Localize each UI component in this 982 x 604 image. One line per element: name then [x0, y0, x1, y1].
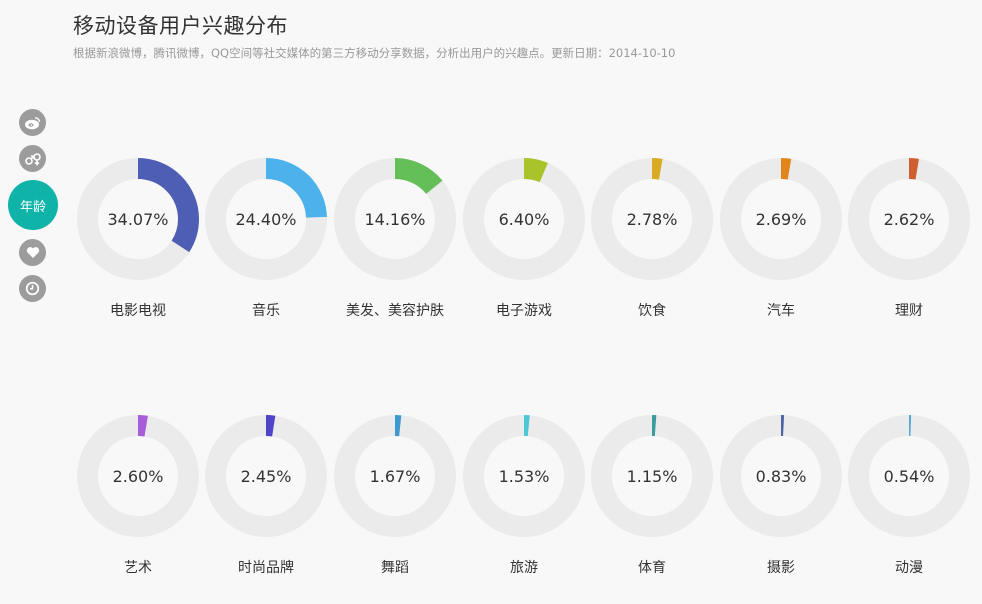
percent-label: 2.69% — [755, 209, 807, 229]
donut-svg — [77, 158, 199, 280]
donut-chart: 0.54% — [847, 414, 971, 538]
donut-svg — [334, 415, 456, 537]
donut-slice[interactable] — [848, 158, 970, 280]
donut-svg — [334, 158, 456, 280]
percent-label: 0.54% — [883, 466, 935, 486]
donut-chart: 1.53% — [462, 414, 586, 538]
donut-svg — [463, 415, 585, 537]
donut-chart: 2.78% — [590, 157, 714, 281]
category-label: 舞蹈 — [381, 560, 409, 576]
category-label: 时尚品牌 — [238, 560, 294, 576]
donut-slice[interactable] — [205, 158, 327, 280]
donut-chart: 6.40% — [462, 157, 586, 281]
page-title: 移动设备用户兴趣分布 — [73, 14, 288, 38]
donut-slice[interactable] — [205, 415, 327, 537]
donut-svg — [591, 158, 713, 280]
donut-slice[interactable] — [720, 158, 842, 280]
sidebar-item-label: 年龄 — [19, 199, 46, 215]
category-label: 旅游 — [510, 560, 538, 576]
percent-label: 6.40% — [498, 209, 550, 229]
clock-icon[interactable] — [19, 275, 46, 302]
percent-label: 34.07% — [107, 209, 169, 229]
donut-slice[interactable] — [334, 415, 456, 537]
donut-slice[interactable] — [848, 415, 970, 537]
category-label: 音乐 — [252, 303, 280, 319]
category-label: 美发、美容护肤 — [346, 303, 444, 319]
gender-icon[interactable] — [19, 145, 46, 172]
category-label: 摄影 — [767, 560, 795, 576]
percent-label: 1.15% — [626, 466, 678, 486]
donut-svg — [720, 415, 842, 537]
donut-slice[interactable] — [77, 415, 199, 537]
donut-svg — [848, 158, 970, 280]
donut-svg — [591, 415, 713, 537]
percent-label: 2.62% — [883, 209, 935, 229]
donut-slice[interactable] — [334, 158, 456, 280]
donut-chart: 34.07% — [76, 157, 200, 281]
page-subtitle: 根据新浪微博，腾讯微博，QQ空间等社交媒体的第三方移动分享数据，分析出用户的兴趣… — [73, 46, 676, 60]
donut-chart: 0.83% — [719, 414, 843, 538]
category-label: 体育 — [638, 560, 666, 576]
percent-label: 1.67% — [369, 466, 421, 486]
category-label: 艺术 — [124, 560, 152, 576]
percent-label: 14.16% — [364, 209, 426, 229]
percent-label: 2.60% — [112, 466, 164, 486]
category-label: 电子游戏 — [496, 303, 552, 319]
donut-svg — [463, 158, 585, 280]
donut-slice[interactable] — [591, 158, 713, 280]
percent-label: 2.78% — [626, 209, 678, 229]
donut-chart: 2.69% — [719, 157, 843, 281]
category-label: 汽车 — [767, 303, 795, 319]
donut-chart: 14.16% — [333, 157, 457, 281]
donut-slice[interactable] — [720, 415, 842, 537]
weibo-icon[interactable] — [19, 109, 46, 136]
category-label: 饮食 — [638, 303, 666, 319]
donut-svg — [205, 415, 327, 537]
category-label: 电影电视 — [110, 303, 166, 319]
donut-chart: 2.60% — [76, 414, 200, 538]
category-label: 理财 — [895, 303, 923, 319]
donut-svg — [77, 415, 199, 537]
donut-chart: 24.40% — [204, 157, 328, 281]
donut-chart: 1.67% — [333, 414, 457, 538]
category-label: 动漫 — [895, 560, 923, 576]
donut-svg — [720, 158, 842, 280]
percent-label: 24.40% — [235, 209, 297, 229]
donut-chart: 1.15% — [590, 414, 714, 538]
donut-slice[interactable] — [463, 415, 585, 537]
donut-svg — [205, 158, 327, 280]
heart-icon[interactable] — [19, 239, 46, 266]
percent-label: 1.53% — [498, 466, 550, 486]
sidebar-item-age[interactable]: 年龄 — [8, 180, 58, 230]
donut-slice[interactable] — [77, 158, 199, 280]
donut-slice[interactable] — [591, 415, 713, 537]
donut-chart: 2.45% — [204, 414, 328, 538]
donut-slice[interactable] — [463, 158, 585, 280]
percent-label: 0.83% — [755, 466, 807, 486]
donut-svg — [848, 415, 970, 537]
percent-label: 2.45% — [240, 466, 292, 486]
donut-chart: 2.62% — [847, 157, 971, 281]
